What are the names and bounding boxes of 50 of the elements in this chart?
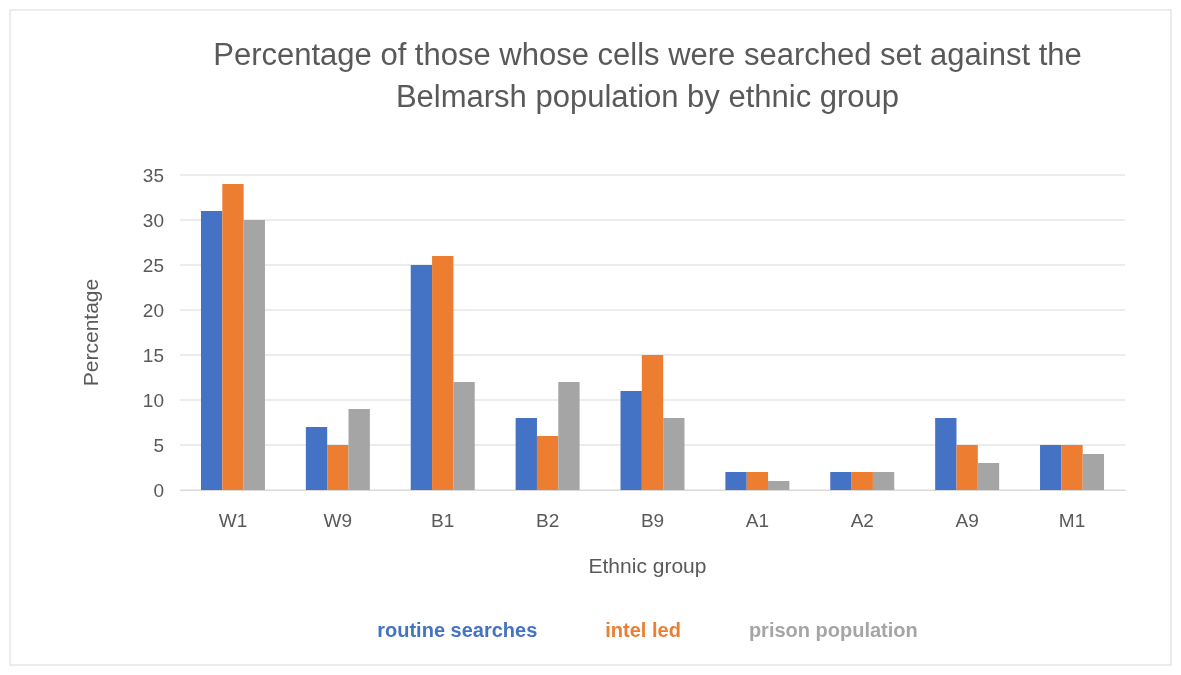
bar	[410, 265, 433, 490]
x-tick-label: B2	[535, 510, 560, 532]
x-tick-label: B9	[640, 510, 665, 532]
bar	[935, 418, 957, 490]
bar	[1061, 445, 1083, 490]
bar	[305, 427, 328, 490]
text: routine searches	[377, 619, 538, 641]
y-axis-title: Percentage	[79, 278, 102, 387]
x-tick-label: M1	[1058, 510, 1086, 532]
x-tick-label: A9	[955, 510, 979, 532]
text: intel led	[605, 619, 681, 641]
bar	[768, 481, 790, 490]
bar	[327, 445, 349, 490]
bar	[1040, 445, 1062, 490]
bar	[725, 472, 747, 490]
bar	[851, 472, 873, 490]
bar	[222, 184, 244, 490]
y-tick-label: 15	[142, 344, 164, 366]
bar	[1082, 454, 1105, 490]
bar	[663, 418, 685, 490]
bar	[620, 391, 642, 490]
y-tick-label: 10	[142, 389, 164, 411]
chart-title: Percentage of those whose cells were searched set against the Belmarsh population by ethnic group	[213, 37, 1082, 114]
bar	[746, 472, 769, 490]
x-tick-label: A1	[745, 510, 770, 532]
y-tick-label: 30	[142, 209, 164, 231]
x-tick-label: W9	[323, 510, 353, 532]
x-tick-label: W1	[218, 510, 248, 532]
bar	[977, 463, 1000, 490]
x-tick-label: B1	[431, 510, 455, 532]
y-tick-label: 5	[153, 434, 164, 456]
bar	[641, 355, 664, 490]
y-tick-label: 20	[142, 299, 164, 321]
bar	[956, 445, 978, 490]
x-axis-title: Ethnic group	[588, 554, 707, 577]
y-tick-label: 25	[142, 254, 164, 276]
y-tick-label: 35	[142, 164, 164, 186]
bar	[830, 472, 852, 490]
bar	[515, 418, 537, 490]
bar	[536, 436, 559, 490]
bar	[872, 472, 895, 490]
bar	[432, 256, 454, 490]
x-tick-label: A2	[850, 510, 874, 532]
y-tick-label: 0	[153, 479, 164, 501]
bar	[243, 220, 265, 490]
bar	[558, 382, 580, 490]
text: prison population	[748, 619, 918, 641]
bar	[453, 382, 475, 490]
bar	[200, 211, 223, 490]
bar	[348, 409, 370, 490]
